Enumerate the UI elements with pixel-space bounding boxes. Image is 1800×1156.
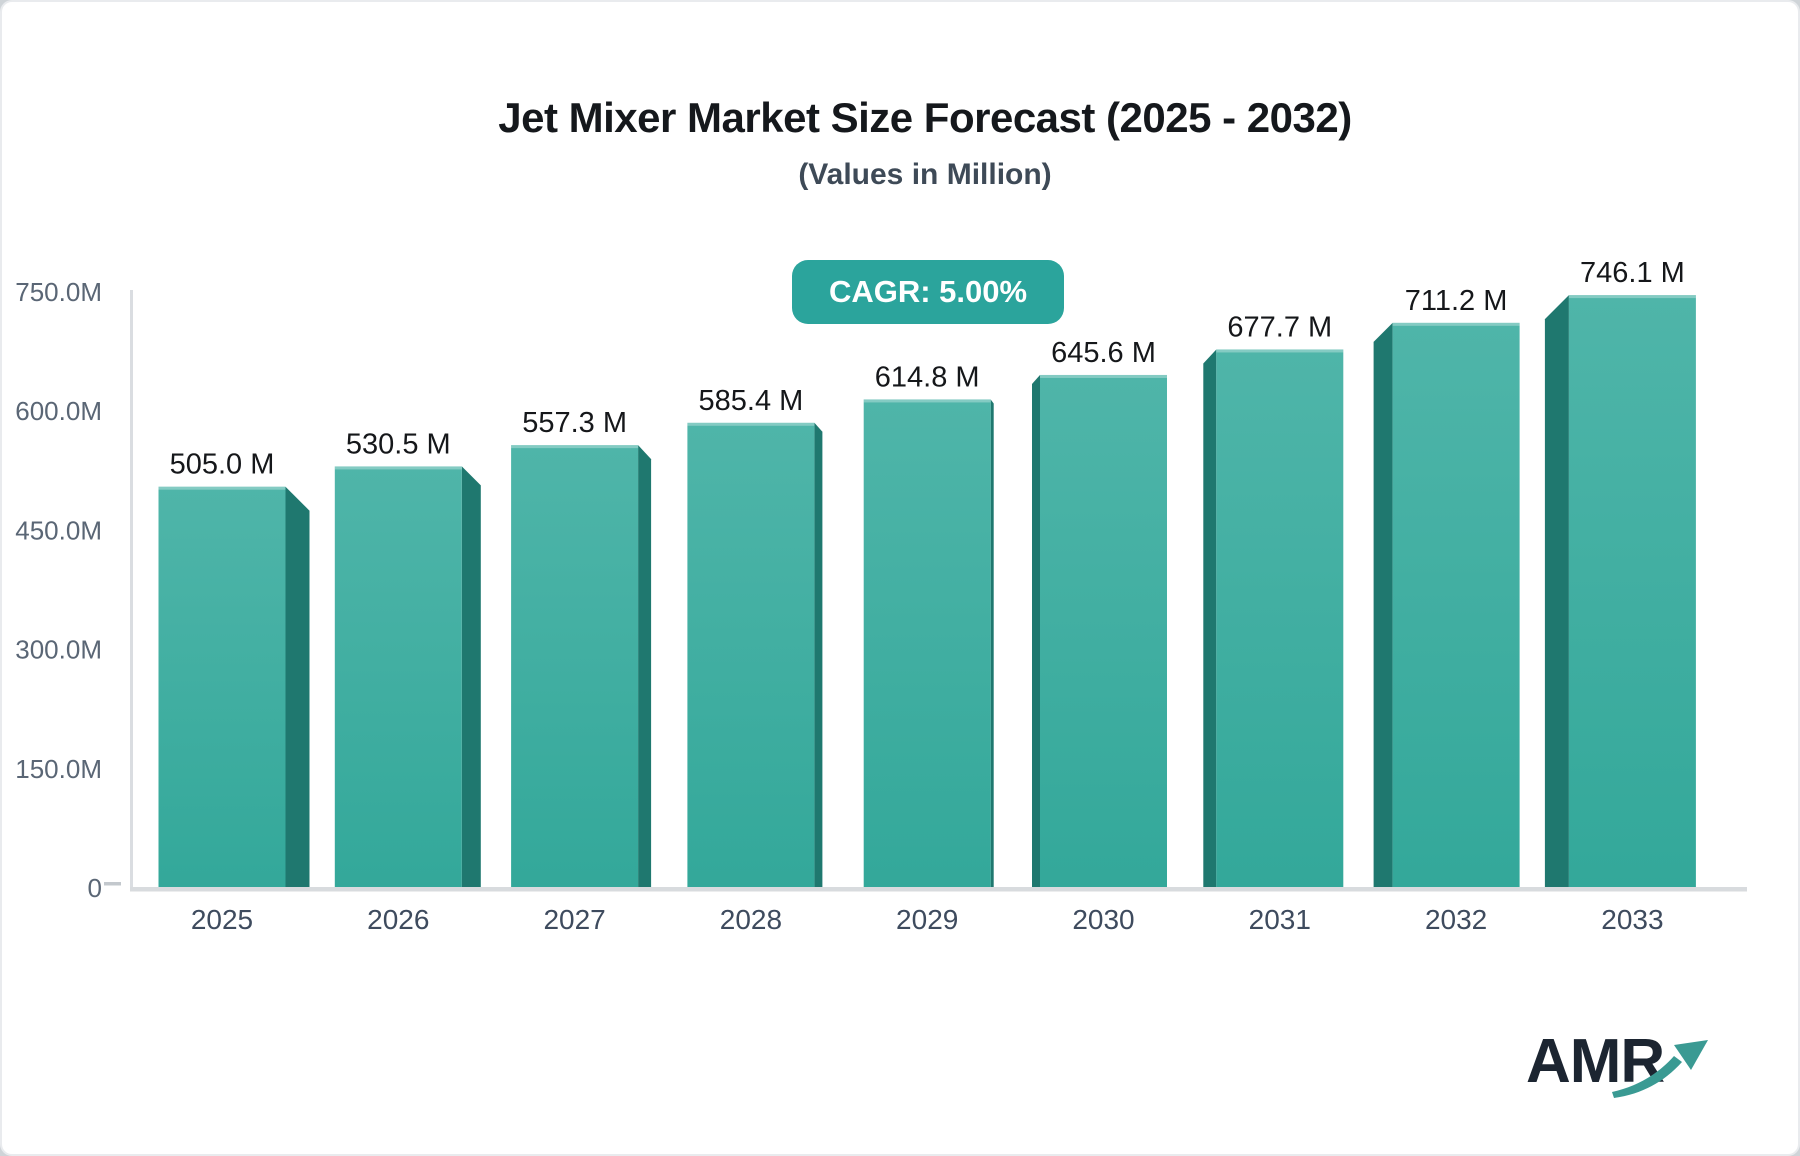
bar-2029: 614.8 M 2029	[863, 361, 994, 935]
bar-top-highlight	[1216, 349, 1344, 353]
bar-top-highlight	[511, 445, 639, 449]
bar-value-label: 677.7 M	[1227, 311, 1332, 343]
bar-value-label: 557.3 M	[522, 407, 627, 439]
cagr-badge-label: CAGR: 5.00%	[828, 274, 1028, 309]
bar-side-face	[285, 486, 310, 888]
bar-top-highlight	[687, 422, 815, 426]
growth-arrow-icon	[1612, 1040, 1708, 1098]
y-tick-label: 750.0M	[15, 277, 102, 307]
bar-side-face	[1544, 295, 1569, 888]
bar-front-face	[1392, 322, 1520, 888]
bar-front-face	[1040, 374, 1167, 888]
bar-value-label: 746.1 M	[1580, 257, 1685, 289]
bar-side-face	[814, 422, 823, 888]
bar-front-face	[511, 445, 639, 888]
bar-front-face	[863, 399, 991, 888]
bar-top-highlight	[334, 466, 462, 470]
cagr-badge: CAGR: 5.00%	[792, 260, 1064, 324]
bar-value-label: 645.6 M	[1051, 337, 1156, 369]
x-tick-label: 2031	[1249, 904, 1311, 935]
x-tick-label: 2025	[191, 904, 253, 935]
bar-side-face	[638, 445, 652, 888]
bar-2025: 505.0 M 2025	[158, 449, 310, 935]
bar-side-face	[1203, 349, 1217, 888]
y-tick-label: 450.0M	[15, 515, 102, 545]
x-tick-label: 2029	[896, 904, 958, 935]
y-tick-label: 0	[88, 873, 102, 903]
x-tick-label: 2028	[720, 904, 782, 935]
x-tick-label: 2032	[1425, 904, 1487, 935]
bar-value-label: 530.5 M	[346, 428, 451, 460]
x-tick-label: 2026	[367, 904, 429, 935]
x-tick-label: 2033	[1601, 904, 1663, 935]
bar-2028: 585.4 M 2028	[687, 385, 823, 935]
bar-top-highlight	[1392, 322, 1520, 326]
amr-logo: AMR	[1526, 1030, 1726, 1110]
bar-2030: 645.6 M 2030	[1032, 337, 1167, 935]
y-tick-label: 600.0M	[15, 396, 102, 426]
y-tick-label: 300.0M	[15, 635, 102, 665]
bar-side-face	[461, 466, 481, 888]
bar-2033: 746.1 M 2033	[1544, 257, 1696, 935]
bar-side-face	[1373, 322, 1393, 888]
x-axis-baseline	[130, 887, 1747, 892]
x-tick-label: 2027	[543, 904, 605, 935]
bar-top-highlight	[158, 486, 286, 490]
bar-2032: 711.2 M 2032	[1373, 285, 1520, 935]
x-tick-label: 2030	[1072, 904, 1134, 935]
bar-front-face	[687, 422, 815, 888]
bar-top-highlight	[1040, 374, 1167, 378]
bar-2027: 557.3 M 2027	[511, 407, 652, 935]
chart-title: Jet Mixer Market Size Forecast (2025 - 2…	[498, 94, 1352, 141]
bar-value-label: 711.2 M	[1405, 285, 1508, 317]
bar-front-face	[158, 486, 286, 888]
y-tick-label: 150.0M	[15, 754, 102, 784]
zero-tick-mark	[104, 882, 121, 886]
bar-top-highlight	[863, 399, 991, 403]
y-axis-line	[130, 290, 133, 888]
bar-2031: 677.7 M 2031	[1203, 311, 1344, 935]
chart-subtitle: (Values in Million)	[798, 158, 1052, 191]
bar-value-label: 614.8 M	[875, 361, 980, 393]
chart-header: Jet Mixer Market Size Forecast (2025 - 2…	[52, 94, 1798, 192]
bar-front-face	[334, 466, 462, 888]
bar-value-label: 505.0 M	[170, 449, 275, 481]
bar-front-face	[1568, 295, 1696, 888]
bar-side-face	[990, 399, 994, 888]
bar-2026: 530.5 M 2026	[334, 428, 481, 935]
bar-front-face	[1216, 349, 1344, 888]
bar-value-label: 585.4 M	[699, 385, 804, 417]
bar-side-face	[1032, 374, 1040, 888]
bar-top-highlight	[1568, 295, 1696, 299]
